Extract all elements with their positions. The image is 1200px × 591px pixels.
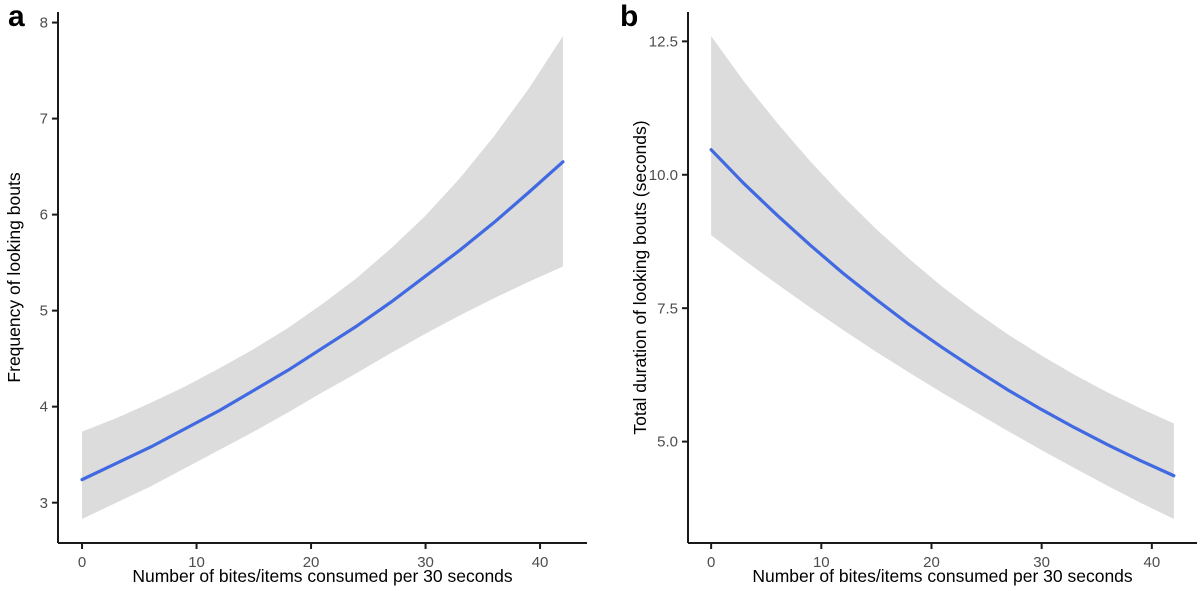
x-axis-title: Number of bites/items consumed per 30 se… — [132, 566, 513, 586]
confidence-band — [82, 36, 563, 519]
x-tick-label: 30 — [417, 554, 434, 571]
panel-label-a: a — [8, 0, 25, 33]
x-tick-label: 0 — [707, 554, 715, 571]
y-tick-label: 5 — [40, 303, 48, 320]
y-tick-label: 4 — [40, 399, 48, 416]
y-tick-label: 6 — [40, 207, 48, 224]
y-axis-title: Total duration of looking bouts (seconds… — [630, 120, 650, 434]
y-tick-label: 10.0 — [649, 167, 678, 184]
confidence-band — [711, 36, 1174, 519]
chart-panel-a: 0 10 20 30 40 3 4 5 6 7 8 Number of bites/items con… — [4, 12, 587, 586]
y-tick-label: 5.0 — [657, 434, 678, 451]
y-tick-label: 7 — [40, 111, 48, 128]
x-tick-label: 30 — [1033, 554, 1050, 571]
trend-line — [709, 148, 1176, 478]
x-axis-title: Number of bites/items consumed per 30 se… — [752, 566, 1133, 586]
x-tick-label: 0 — [78, 554, 86, 571]
y-tick-label: 12.5 — [649, 33, 678, 50]
panel-label-b: b — [620, 0, 639, 33]
chart-panel-b: 0 10 20 30 40 5.0 7.5 10.0 12.5 Number of bites/i… — [630, 12, 1197, 586]
y-tick-label: 3 — [40, 495, 48, 512]
trend-line — [80, 160, 565, 482]
x-tick-label: 40 — [1143, 554, 1160, 571]
x-tick-label: 10 — [813, 554, 830, 571]
y-axis-title: Frequency of looking bouts — [4, 172, 24, 382]
x-tick-label: 40 — [532, 554, 549, 571]
x-tick-label: 20 — [923, 554, 940, 571]
y-tick-label: 7.5 — [657, 300, 678, 317]
y-tick-label: 8 — [40, 15, 48, 32]
x-tick-label: 10 — [188, 554, 205, 571]
x-tick-label: 20 — [303, 554, 320, 571]
